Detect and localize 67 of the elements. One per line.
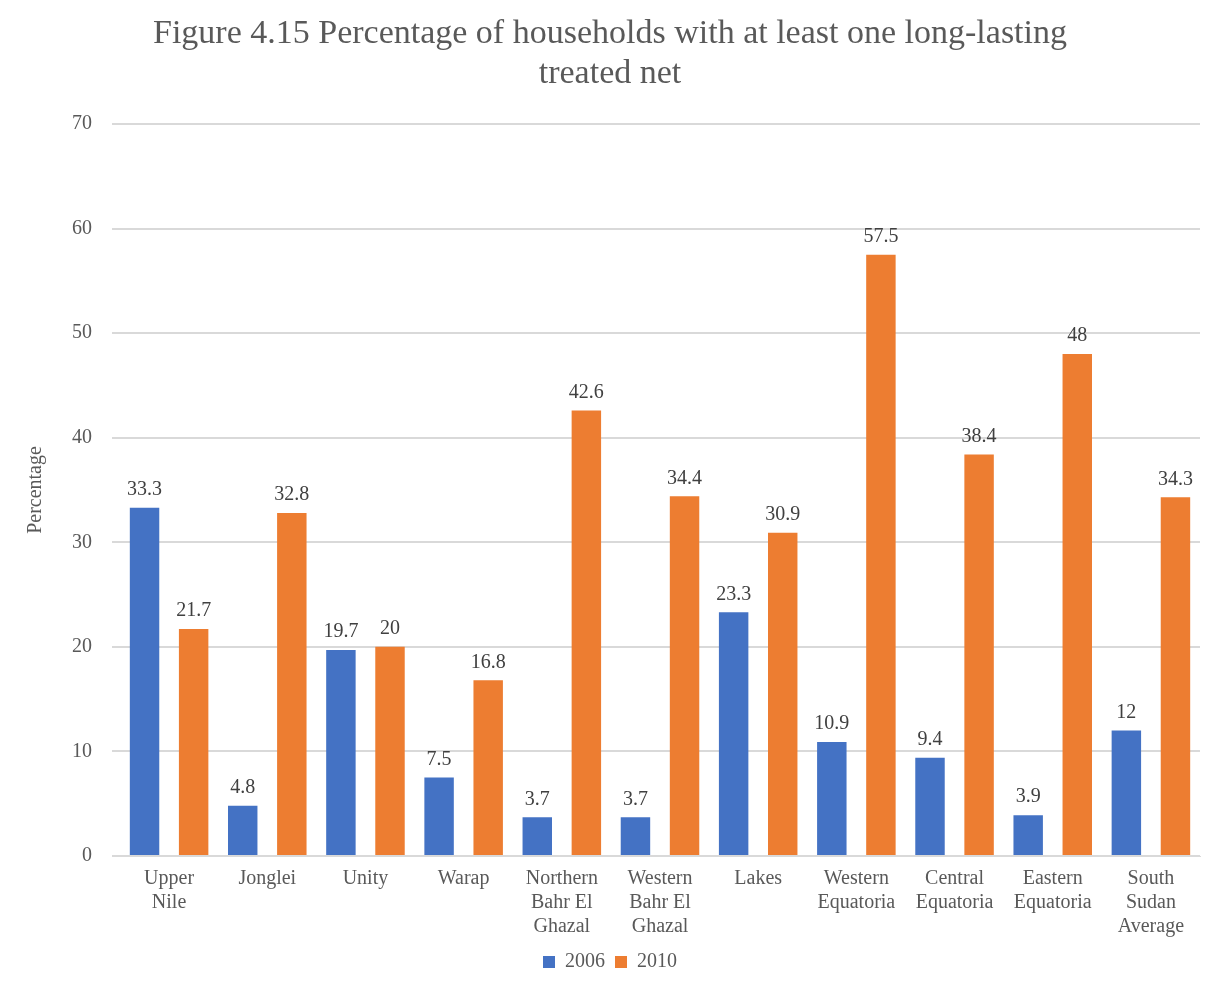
data-label: 16.8 <box>470 649 506 672</box>
x-tick-label: Lakes <box>734 866 783 889</box>
data-label: 23.3 <box>716 581 752 604</box>
bar <box>1160 497 1191 855</box>
bar <box>964 454 994 855</box>
data-label: 21.7 <box>176 598 212 621</box>
bar <box>178 629 209 855</box>
bar <box>1062 354 1092 855</box>
bar <box>473 680 503 855</box>
data-label: 33.3 <box>127 477 163 500</box>
data-label: 32.8 <box>274 482 310 505</box>
data-label: 20 <box>380 616 400 639</box>
y-tick-label: 40 <box>72 424 92 447</box>
x-tick-label: Western Equatoria <box>817 866 896 914</box>
y-tick-label: 30 <box>72 529 92 552</box>
legend-label: 2006 <box>565 949 605 972</box>
x-tick-label: Eastern Equatoria <box>1013 866 1092 914</box>
x-tick-label: Unity <box>342 866 389 890</box>
data-label: 30.9 <box>765 502 801 525</box>
data-label: 57.5 <box>863 223 899 246</box>
x-tick-label: Upper Nile <box>144 866 195 913</box>
bar <box>620 817 651 855</box>
bar <box>669 496 700 855</box>
data-label: 3.9 <box>1015 784 1041 807</box>
bar <box>1013 815 1043 855</box>
data-label: 38.4 <box>961 423 997 446</box>
data-label: 3.7 <box>524 786 550 809</box>
data-label: 34.4 <box>667 465 703 488</box>
y-tick-label: 10 <box>72 738 92 761</box>
y-tick-label: 50 <box>72 320 92 343</box>
bar <box>817 742 847 855</box>
bar <box>522 817 552 855</box>
bar <box>375 646 405 855</box>
data-label: 34.3 <box>1157 466 1193 489</box>
y-tick-label: 20 <box>72 634 92 657</box>
bar <box>915 757 945 855</box>
data-label: 19.7 <box>323 619 359 642</box>
data-label: 10.9 <box>814 711 850 734</box>
x-tick-label: South Sudan Average <box>1117 866 1185 938</box>
y-tick-label: 60 <box>72 215 92 238</box>
x-tick-label: Western Bahr El Ghazal <box>627 866 693 937</box>
data-label: 12 <box>1116 699 1137 722</box>
chart-title: Figure 4.15 Percentage of households with at least one long-lasting treated net <box>151 12 1068 92</box>
bar <box>424 777 454 855</box>
legend-label: 2010 <box>637 949 677 972</box>
y-tick-label: 0 <box>82 843 92 866</box>
bar <box>866 254 896 855</box>
data-label: 42.6 <box>568 379 604 402</box>
x-tick-label: Jonglei <box>238 866 297 890</box>
bar <box>571 410 602 855</box>
data-label: 7.5 <box>426 746 452 769</box>
bar <box>718 612 749 855</box>
bar <box>277 513 307 855</box>
x-tick-label: Warap <box>437 866 490 890</box>
x-tick-label: Central Equatoria <box>915 866 994 914</box>
data-label: 9.4 <box>917 726 943 749</box>
y-axis-title: Percentage <box>23 446 47 534</box>
data-label: 4.8 <box>230 775 256 798</box>
bar <box>228 805 258 855</box>
bar <box>1111 730 1142 855</box>
bar <box>326 649 356 855</box>
data-label: 3.7 <box>622 786 648 809</box>
bar <box>129 507 160 855</box>
bar <box>768 532 798 855</box>
data-label: 48 <box>1067 323 1088 346</box>
y-tick-label: 70 <box>72 111 92 134</box>
x-tick-label: Northern Bahr El Ghazal <box>525 866 598 937</box>
